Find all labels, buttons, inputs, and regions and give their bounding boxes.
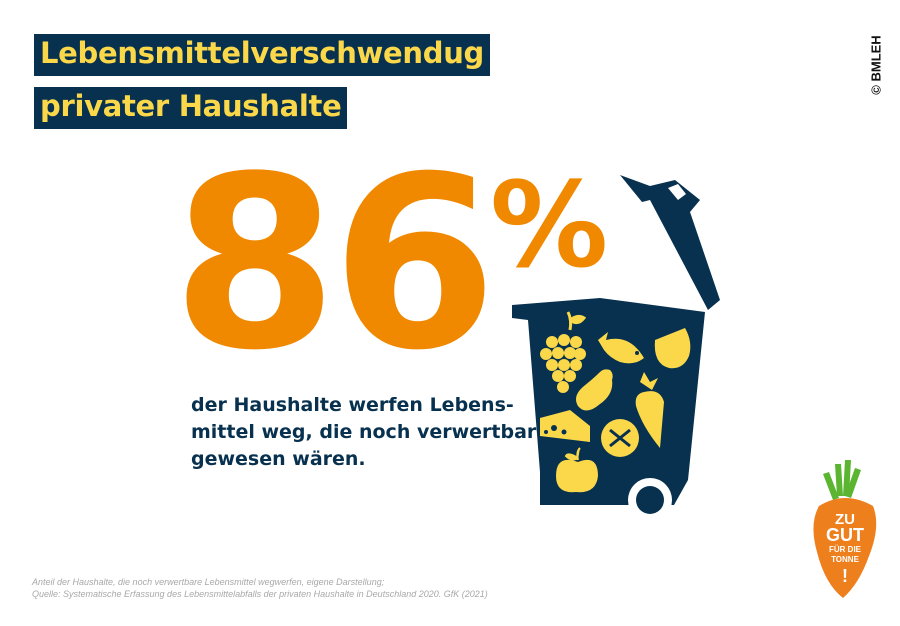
title-line-1: Lebensmittelverschwendug bbox=[34, 34, 491, 76]
bin-body-icon bbox=[512, 298, 705, 505]
description-line-2: mittel weg, die noch verwertbar bbox=[191, 421, 537, 443]
grapes-icon bbox=[540, 311, 587, 393]
carrot-body-icon bbox=[813, 498, 877, 598]
logo-text-zu: ZU bbox=[835, 511, 855, 528]
logo-text-exclamation: ! bbox=[842, 566, 848, 586]
source-line-1: Anteil der Haushalte, die noch verwertba… bbox=[32, 577, 385, 587]
source-note: Anteil der Haushalte, die noch verwertba… bbox=[32, 576, 488, 600]
apple-icon bbox=[556, 447, 598, 493]
logo-text-gut: GUT bbox=[826, 525, 864, 545]
cheese-icon bbox=[540, 410, 590, 442]
statistic-value: 86 bbox=[172, 126, 497, 403]
description-line-1: der Haushalte werfen Lebens- bbox=[191, 394, 514, 416]
carrot-icon bbox=[635, 372, 664, 448]
bin-lid-icon bbox=[620, 175, 720, 310]
fish-icon bbox=[598, 332, 644, 364]
logo-text-fuer-die: FÜR DIE bbox=[829, 545, 862, 554]
description-line-3: gewesen wären. bbox=[191, 448, 366, 470]
statistic-unit: % bbox=[490, 156, 609, 294]
trash-bin-icon bbox=[512, 175, 720, 520]
eggplant-icon bbox=[576, 369, 613, 411]
tomato-icon bbox=[601, 419, 639, 457]
carrot-leaves-icon bbox=[823, 460, 861, 500]
logo-text-tonne: TONNE bbox=[831, 555, 860, 564]
fig-icon bbox=[654, 328, 691, 369]
source-line-2: Quelle: Systematische Erfassung des Lebe… bbox=[32, 589, 488, 599]
zu-gut-fuer-die-tonne-logo: ZU GUT FÜR DIE TONNE ! bbox=[813, 460, 877, 598]
title-line-2: privater Haushalte bbox=[34, 87, 348, 129]
statistic-description: der Haushalte werfen Lebens- mittel weg,… bbox=[191, 392, 537, 473]
copyright-text: © BMLEH bbox=[868, 35, 884, 95]
copyright-notice: © BMLEH bbox=[866, 10, 886, 120]
